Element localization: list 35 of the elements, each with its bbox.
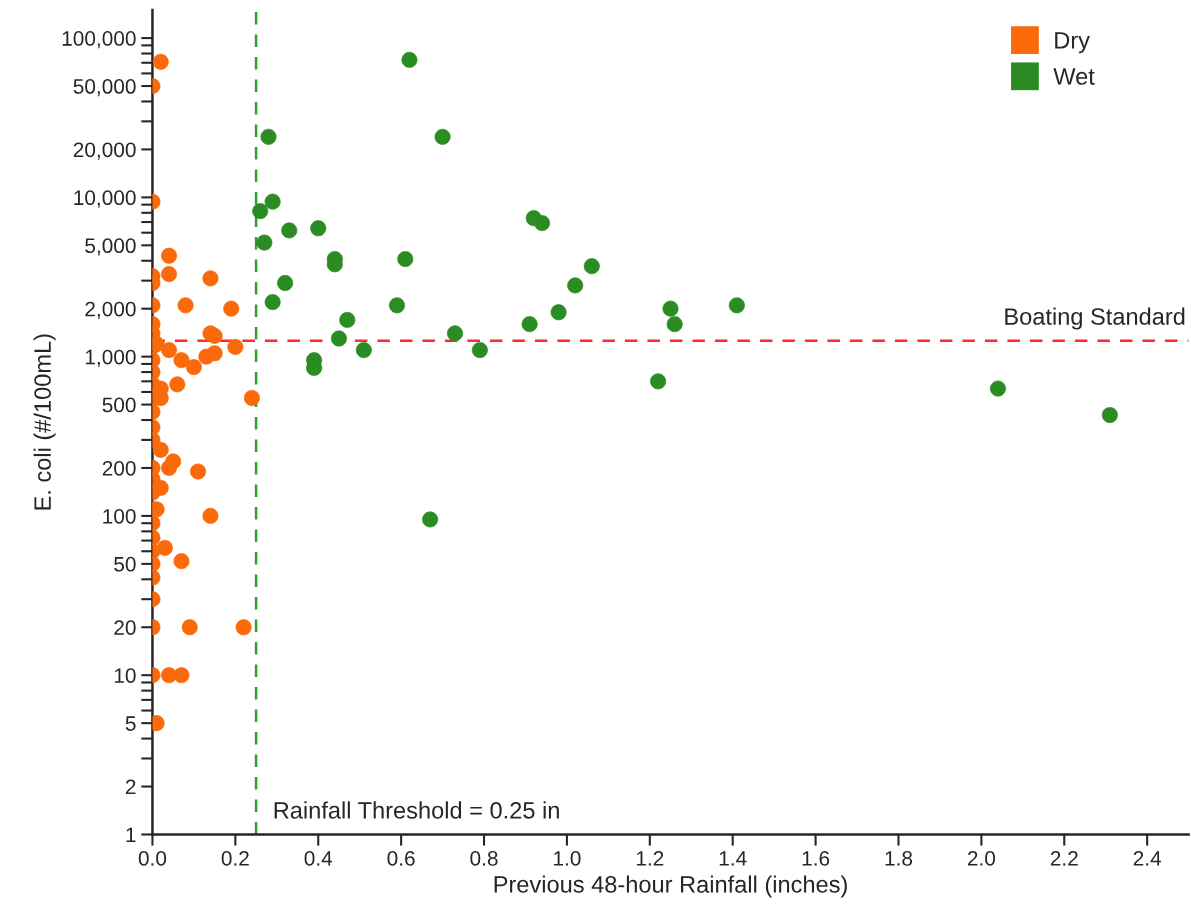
y-tick-label: 5,000: [85, 238, 136, 256]
y-tick-label: 1,000: [85, 349, 136, 367]
x-tick-label: 0.2: [221, 851, 249, 866]
y-tick-label: 50: [114, 556, 136, 572]
ref-line-label: Boating Standard: [1005, 307, 1185, 330]
y-tick-label: 2: [125, 779, 136, 795]
y-tick-label: 200: [102, 460, 136, 476]
x-tick-label: 2.4: [1133, 851, 1162, 866]
y-tick-label: 100: [103, 508, 136, 524]
x-tick-label: 1.8: [885, 851, 913, 866]
legend-label: Wet: [1053, 68, 1095, 85]
x-tick-label: 1.0: [554, 851, 581, 866]
x-axis-title: Previous 48-hour Rainfall (inches): [494, 875, 847, 898]
x-tick-label: 1.2: [636, 851, 664, 866]
x-tick-label: 0.6: [387, 851, 415, 866]
y-axis-title: E. coli (#/100mL): [33, 334, 56, 510]
x-tick-label: 2.2: [1050, 851, 1078, 866]
x-tick-label: 0.8: [470, 851, 498, 866]
y-tick-label: 20: [114, 620, 136, 636]
y-tick-label: 50,000: [73, 79, 136, 97]
y-tick-label: 1: [126, 827, 136, 843]
ref-line-label: Rainfall Threshold = 0.25 in: [274, 801, 559, 819]
y-tick-label: 10,000: [74, 190, 136, 208]
x-tick-label: 0.0: [138, 851, 167, 866]
x-tick-label: 1.6: [802, 851, 830, 866]
y-tick-label: 2,000: [85, 301, 136, 319]
y-tick-label: 20,000: [73, 142, 136, 160]
x-tick-label: 2.0: [967, 851, 996, 866]
y-tick-label: 100,000: [62, 31, 136, 49]
x-tick-label: 1.4: [719, 851, 747, 866]
y-tick-label: 5: [125, 716, 136, 731]
legend-label: Dry: [1055, 32, 1090, 54]
y-tick-label: 500: [102, 397, 136, 413]
x-tick-label: 0.4: [304, 851, 333, 866]
y-tick-label: 10: [114, 668, 136, 683]
